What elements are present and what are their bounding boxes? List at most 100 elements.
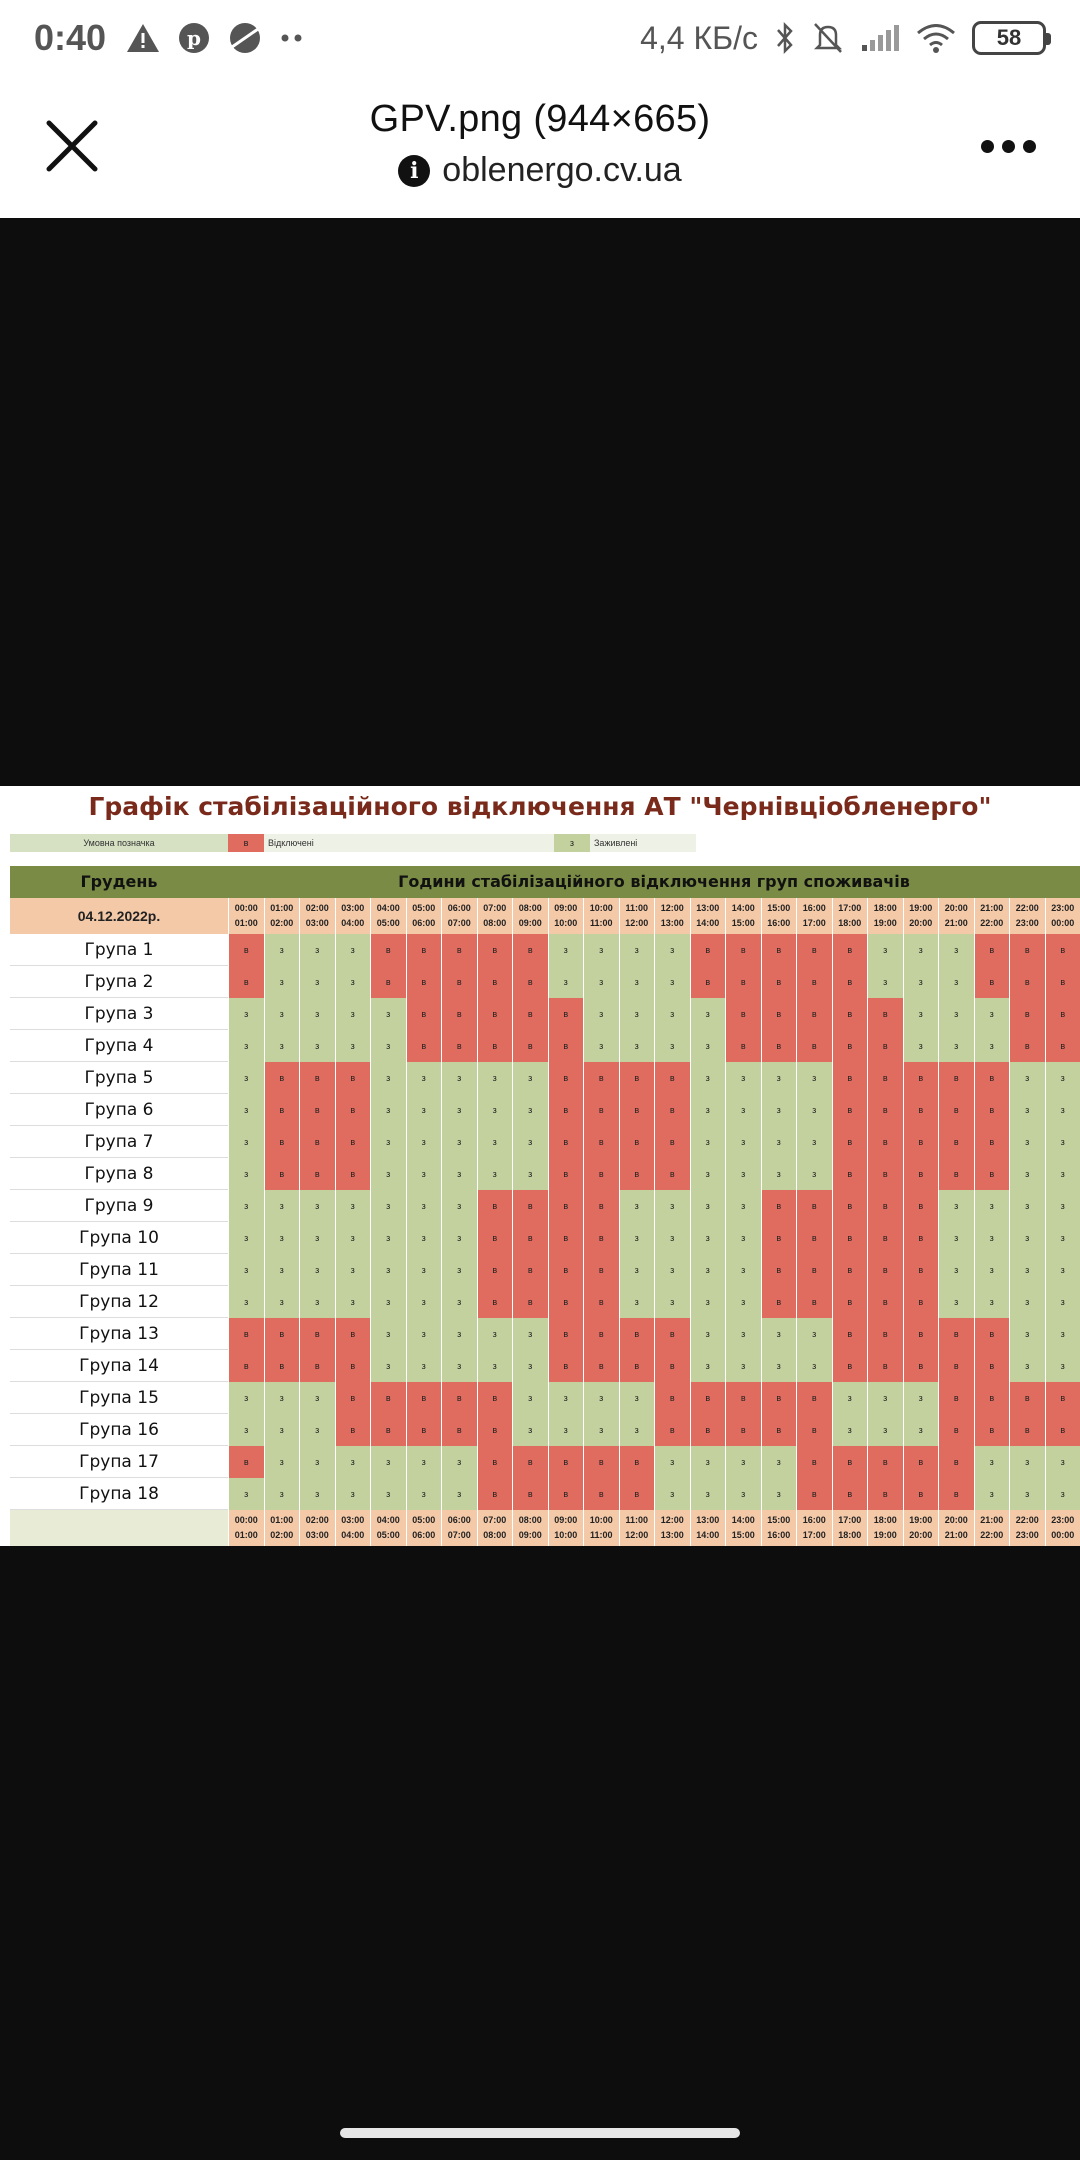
slot-end: 02:00 [270, 918, 294, 928]
cell-powered: з [299, 1190, 335, 1222]
footer-time-cell: 19:00 20:00 [902, 1510, 939, 1546]
cell-disconnected: в [618, 1094, 654, 1126]
cell-powered: з [654, 934, 690, 966]
cell-disconnected: в [973, 1126, 1009, 1158]
cell-disconnected: в [938, 1126, 974, 1158]
cell-disconnected: в [476, 1478, 512, 1510]
cell-powered: з [334, 1222, 370, 1254]
cell-powered: з [938, 1190, 974, 1222]
cell-powered: з [405, 1126, 441, 1158]
planet-icon [230, 23, 261, 53]
header-time-cell: 22:00 23:00 [1009, 898, 1045, 934]
schedule-image[interactable]: Графік стабілізаційного відключення АТ "… [0, 786, 1080, 1546]
cell-powered: з [725, 1222, 761, 1254]
slot-start: 15:00 [767, 1515, 791, 1525]
cell-disconnected: в [760, 1382, 796, 1414]
cell-disconnected: в [583, 1062, 619, 1094]
cell-disconnected: в [476, 1254, 512, 1286]
cell-powered: з [689, 1158, 725, 1190]
source-link[interactable]: i oblenergo.cv.ua [150, 151, 930, 190]
cell-disconnected: в [867, 1158, 903, 1190]
cell-disconnected: в [796, 1254, 832, 1286]
slot-end: 06:00 [412, 918, 436, 928]
cell-powered: з [228, 1414, 264, 1446]
cell-disconnected: в [370, 1414, 406, 1446]
cell-powered: з [1009, 1318, 1045, 1350]
cell-disconnected: в [547, 1126, 583, 1158]
cell-disconnected: в [831, 1222, 867, 1254]
cell-disconnected: в [263, 1350, 299, 1382]
cell-powered: з [405, 1446, 441, 1478]
cell-powered: з [583, 934, 619, 966]
warning-icon [127, 24, 160, 52]
cell-disconnected: в [370, 966, 406, 998]
cell-disconnected: в [831, 1478, 867, 1510]
cell-powered: з [867, 1414, 903, 1446]
legend-off-code: в [228, 834, 264, 852]
cell-powered: з [512, 1126, 548, 1158]
header-time-cell: 11:00 12:00 [618, 898, 655, 934]
table-row: Група 18 з з з з з з з в в в в в з з з з в в в в в з з з [10, 1478, 1080, 1510]
cell-powered: з [1009, 1094, 1045, 1126]
slot-end: 03:00 [305, 1530, 329, 1540]
cell-powered: з [867, 934, 903, 966]
cell-disconnected: в [299, 1062, 335, 1094]
slot-start: 21:00 [980, 903, 1004, 913]
slot-end: 09:00 [518, 1530, 542, 1540]
group-name: Група 3 [10, 998, 228, 1029]
home-handle[interactable] [340, 2128, 740, 2138]
cell-disconnected: в [973, 1158, 1009, 1190]
slot-end: 16:00 [767, 918, 791, 928]
header-time-cell: 01:00 02:00 [263, 898, 300, 934]
cell-disconnected: в [547, 998, 583, 1030]
cell-powered: з [334, 1478, 370, 1510]
cell-disconnected: в [973, 1382, 1009, 1414]
cell-disconnected: в [760, 1286, 796, 1318]
cell-powered: з [512, 1158, 548, 1190]
slot-start: 04:00 [376, 903, 400, 913]
signal-icon [862, 25, 899, 51]
image-viewer[interactable]: Графік стабілізаційного відключення АТ "… [0, 218, 1080, 2115]
cell-disconnected: в [583, 1094, 619, 1126]
cell-powered: з [1044, 1094, 1080, 1126]
cell-disconnected: в [973, 1350, 1009, 1382]
cell-disconnected: в [938, 1062, 974, 1094]
slot-start: 09:00 [554, 1515, 578, 1525]
slot-start: 18:00 [873, 903, 897, 913]
slot-end: 18:00 [838, 1530, 862, 1540]
cell-powered: з [370, 1030, 406, 1062]
cell-powered: з [1044, 1350, 1080, 1382]
cell-powered: з [1009, 1158, 1045, 1190]
slot-start: 03:00 [341, 1515, 365, 1525]
cell-powered: з [618, 1222, 654, 1254]
cell-disconnected: в [476, 1286, 512, 1318]
cell-powered: з [689, 1318, 725, 1350]
legend-on-code: з [554, 834, 590, 852]
cell-disconnected: в [512, 1190, 548, 1222]
legend-label: Умовна позначка [10, 834, 228, 852]
cell-powered: з [1044, 1318, 1080, 1350]
clock: 0:40 [34, 17, 107, 58]
cell-powered: з [725, 1446, 761, 1478]
cell-powered: з [1044, 1254, 1080, 1286]
cell-disconnected: в [796, 1190, 832, 1222]
close-button[interactable] [40, 114, 104, 178]
cell-powered: з [1009, 1062, 1045, 1094]
more-options-button[interactable] [976, 114, 1040, 178]
cell-disconnected: в [938, 1094, 974, 1126]
slot-start: 05:00 [412, 903, 436, 913]
status-left: 0:40 p [34, 17, 304, 59]
cell-disconnected: в [547, 1254, 583, 1286]
group-name: Група 1 [10, 934, 228, 965]
cell-powered: з [299, 934, 335, 966]
group-name: Група 8 [10, 1158, 228, 1189]
cell-powered: з [370, 1158, 406, 1190]
cell-powered: з [299, 1222, 335, 1254]
cell-disconnected: в [867, 1126, 903, 1158]
cell-powered: з [299, 1446, 335, 1478]
cell-powered: з [370, 1190, 406, 1222]
slot-end: 23:00 [1015, 1530, 1039, 1540]
cell-disconnected: в [334, 1062, 370, 1094]
slot-end: 07:00 [447, 1530, 471, 1540]
